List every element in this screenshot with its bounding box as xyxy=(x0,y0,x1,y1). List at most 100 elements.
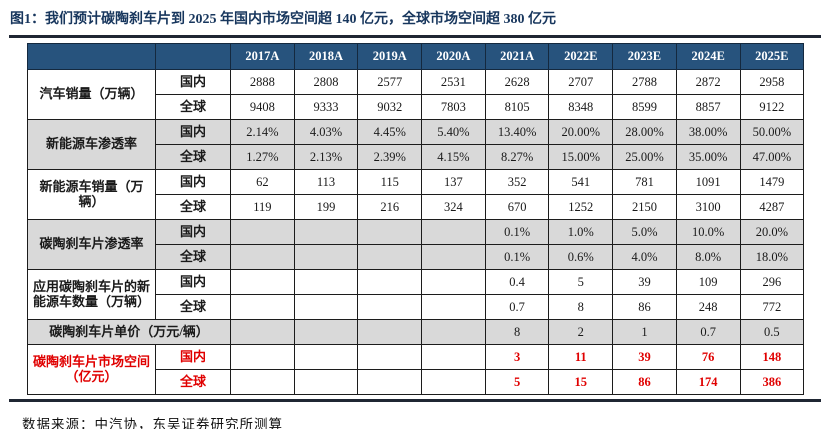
value-cell: 174 xyxy=(675,369,741,395)
row-scope-label: 全球 xyxy=(155,144,231,170)
data-source-note: 数据来源：中汽协，东吴证券研究所测算 xyxy=(22,417,283,429)
row-group-label: 新能源车销量（万辆） xyxy=(27,169,156,220)
value-cell: 199 xyxy=(293,194,359,220)
value-cell: 8857 xyxy=(675,94,741,120)
value-cell xyxy=(357,294,423,320)
row-group-label: 碳陶刹车片市场空间（亿元） xyxy=(27,344,156,395)
value-cell: 216 xyxy=(357,194,423,220)
value-cell: 1479 xyxy=(739,169,805,195)
value-cell xyxy=(421,269,486,295)
value-cell xyxy=(293,344,359,370)
value-cell xyxy=(421,344,486,370)
row-group-label: 碳陶刹车片单价（万元/辆） xyxy=(27,319,231,345)
value-cell: 62 xyxy=(230,169,295,195)
value-cell: 9333 xyxy=(293,94,359,120)
value-cell: 113 xyxy=(293,169,359,195)
table-row: 全球 5 15 86 174 386 xyxy=(28,369,805,395)
value-cell xyxy=(293,319,359,345)
table-bottom-rule xyxy=(9,399,821,402)
market-forecast-table: 2017A 2018A 2019A 2020A 2021A 2022E 2023E 2024E… xyxy=(27,43,805,395)
value-cell: 4.45% xyxy=(357,119,423,145)
value-cell: 86 xyxy=(612,294,677,320)
table-row: 新能源车销量（万辆） 国内 62 113 115 137 352 541 781 1091 1479 xyxy=(27,169,805,220)
value-cell: 0.6% xyxy=(548,244,614,270)
value-cell: 2.39% xyxy=(357,144,423,170)
value-cell: 2 xyxy=(548,319,614,345)
value-cell: 2958 xyxy=(739,69,805,95)
year-column-header: 2017A xyxy=(230,43,295,70)
value-cell: 0.4 xyxy=(484,269,550,295)
year-column-header: 2025E xyxy=(739,43,805,70)
year-column-header: 2022E xyxy=(548,43,614,70)
value-cell xyxy=(357,244,423,270)
value-cell: 352 xyxy=(484,169,550,195)
value-cell: 119 xyxy=(230,194,295,220)
value-cell: 1 xyxy=(612,319,677,345)
value-cell: 2628 xyxy=(484,69,550,95)
value-cell: 8.0% xyxy=(675,244,741,270)
value-cell: 39 xyxy=(612,344,677,370)
value-cell: 5 xyxy=(548,269,614,295)
value-cell: 35.00% xyxy=(675,144,741,170)
value-cell: 10.0% xyxy=(675,219,741,245)
value-cell: 2888 xyxy=(230,69,295,95)
value-cell: 47.00% xyxy=(739,144,805,170)
value-cell: 15.00% xyxy=(548,144,614,170)
value-cell: 772 xyxy=(739,294,805,320)
row-scope-label: 国内 xyxy=(155,344,231,370)
market-table-body: 汽车销量（万辆） 国内 2888 2808 2577 2531 2628 2707 2788 28… xyxy=(27,69,805,395)
value-cell: 76 xyxy=(675,344,741,370)
row-scope-label: 全球 xyxy=(155,194,231,220)
value-cell: 4.0% xyxy=(612,244,677,270)
value-cell xyxy=(230,319,295,345)
value-cell: 1091 xyxy=(675,169,741,195)
value-cell: 39 xyxy=(612,269,677,295)
row-group-label: 碳陶刹车片渗透率 xyxy=(27,219,156,270)
value-cell: 1.27% xyxy=(230,144,295,170)
value-cell: 1.0% xyxy=(548,219,614,245)
row-group-label: 新能源车渗透率 xyxy=(27,119,156,170)
value-cell: 20.00% xyxy=(548,119,614,145)
value-cell: 11 xyxy=(548,344,614,370)
value-cell: 5.0% xyxy=(612,219,677,245)
value-cell: 38.00% xyxy=(675,119,741,145)
value-cell xyxy=(230,294,295,320)
value-cell: 13.40% xyxy=(484,119,550,145)
row-scope-label: 国内 xyxy=(155,269,231,295)
row-scope-label: 全球 xyxy=(155,94,231,120)
row-group-label: 应用碳陶刹车片的新能源车数量（万辆） xyxy=(27,269,156,320)
table-row: 碳陶刹车片渗透率 国内 0.1% 1.0% 5.0% 10.0% 20.0% xyxy=(27,219,805,270)
year-column-header: 2018A xyxy=(293,43,359,70)
value-cell: 86 xyxy=(612,369,677,395)
value-cell xyxy=(421,294,486,320)
value-cell: 25.00% xyxy=(612,144,677,170)
value-cell: 2788 xyxy=(612,69,677,95)
value-cell: 0.1% xyxy=(484,219,550,245)
value-cell: 8105 xyxy=(484,94,550,120)
value-cell: 781 xyxy=(612,169,677,195)
value-cell: 0.5 xyxy=(739,319,805,345)
table-row: 汽车销量（万辆） 国内 2888 2808 2577 2531 2628 2707 2788 28… xyxy=(27,69,805,120)
year-column-header: 2019A xyxy=(357,43,423,70)
value-cell: 137 xyxy=(421,169,486,195)
value-cell: 8348 xyxy=(548,94,614,120)
value-cell xyxy=(293,244,359,270)
value-cell: 4.15% xyxy=(421,144,486,170)
value-cell: 2.14% xyxy=(230,119,295,145)
value-cell: 0.7 xyxy=(484,294,550,320)
row-scope-label: 国内 xyxy=(155,69,231,95)
value-cell: 2577 xyxy=(357,69,423,95)
value-cell: 50.00% xyxy=(739,119,805,145)
row-scope-label: 全球 xyxy=(155,369,231,395)
value-cell: 670 xyxy=(484,194,550,220)
value-cell xyxy=(230,219,295,245)
value-cell: 2150 xyxy=(612,194,677,220)
value-cell: 2.13% xyxy=(293,144,359,170)
value-cell: 2531 xyxy=(421,69,486,95)
value-cell: 18.0% xyxy=(739,244,805,270)
table-row: 应用碳陶刹车片的新能源车数量（万辆） 国内 0.4 5 39 109 296 xyxy=(27,269,805,320)
value-cell: 3 xyxy=(484,344,550,370)
row-scope-label: 国内 xyxy=(155,169,231,195)
row-group-label: 汽车销量（万辆） xyxy=(27,69,156,120)
value-cell: 541 xyxy=(548,169,614,195)
